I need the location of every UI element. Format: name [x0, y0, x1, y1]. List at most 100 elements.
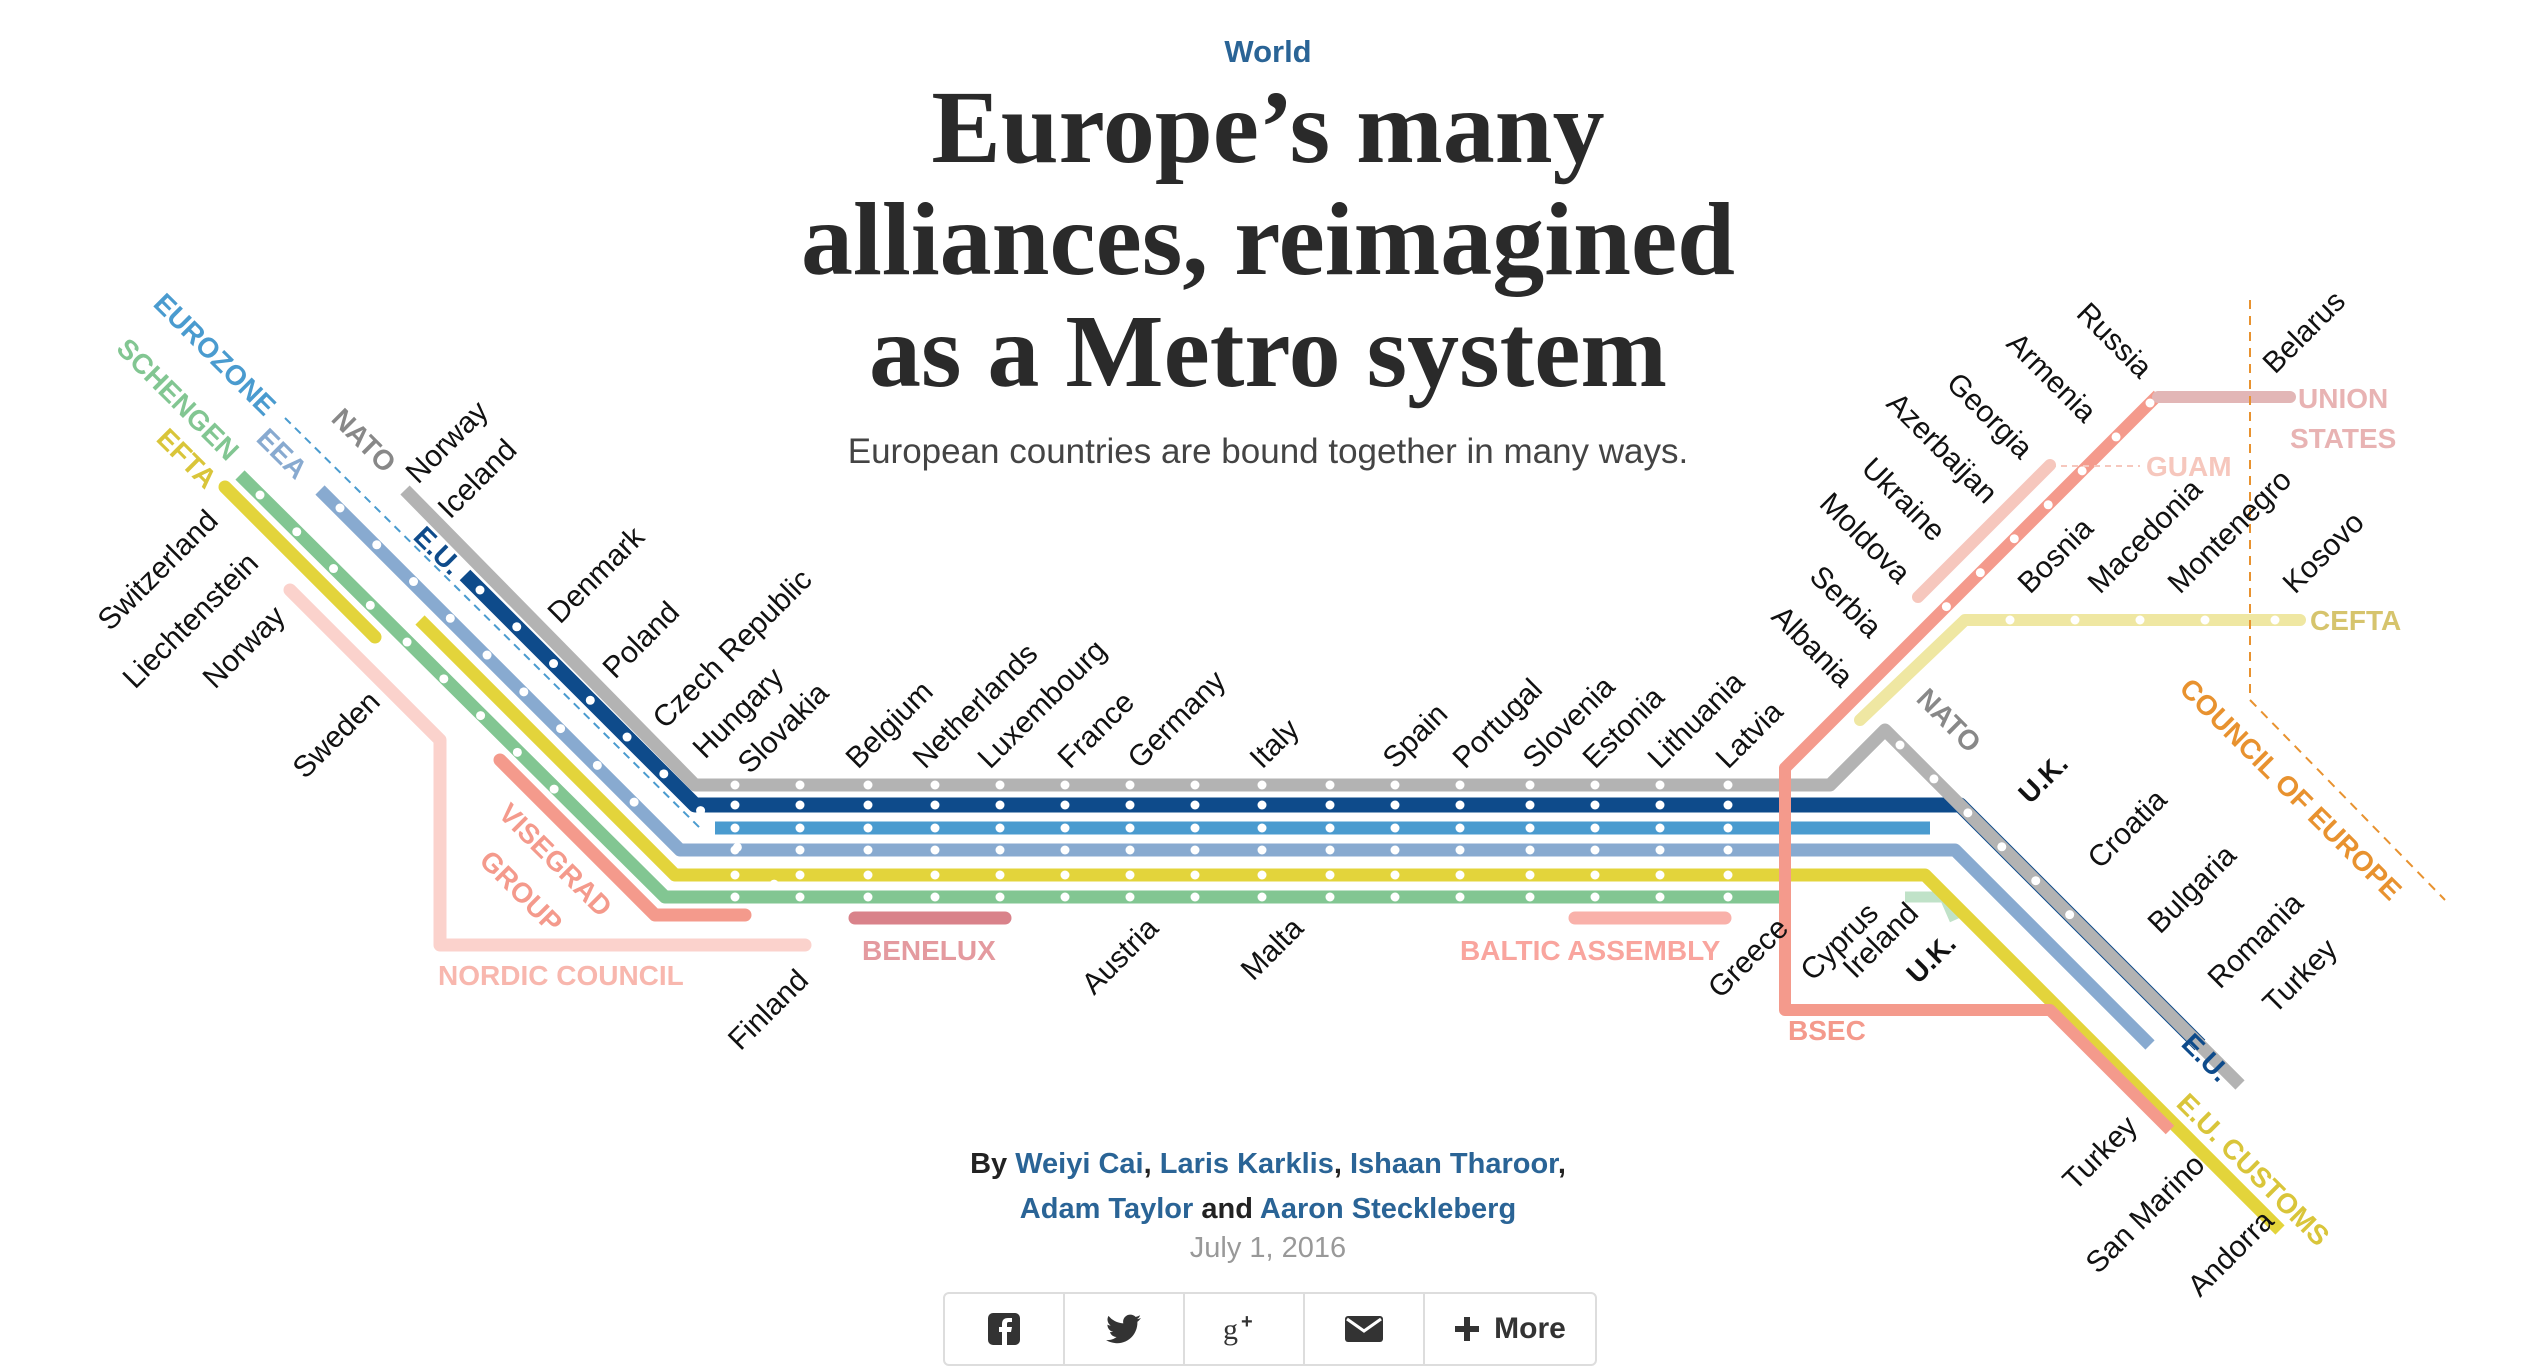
station-stop: [1125, 870, 1135, 880]
station-stop: [1060, 870, 1070, 880]
station-stop: [1455, 892, 1465, 902]
station-stop: [2125, 1045, 2135, 1055]
station-stop: [2057, 977, 2067, 987]
station-stop: [1525, 823, 1535, 833]
station-stop: [1390, 800, 1400, 810]
station-stop: [1590, 892, 1600, 902]
station-stop: [1590, 800, 1600, 810]
station-stop: [795, 870, 805, 880]
station-stop: [1190, 823, 1200, 833]
station-stop: [549, 784, 559, 794]
facebook-icon: [987, 1312, 1021, 1346]
title-line-3: as a Metro system: [868, 294, 1668, 409]
station-stop: [476, 711, 486, 721]
nordic-council-label: NORDIC COUNCIL: [438, 960, 684, 991]
lines-layer: [218, 300, 2446, 1235]
publish-date: July 1, 2016: [1189, 1232, 1347, 1264]
station-stop: [1060, 845, 1070, 855]
station-stop: [730, 870, 740, 880]
author-link[interactable]: Weiyi Cai: [1015, 1148, 1144, 1180]
station-stop: [2135, 615, 2145, 625]
station-stop: [409, 577, 419, 587]
station-stop: [863, 823, 873, 833]
station-label: Finland: [722, 964, 815, 1057]
station-stop: [2031, 876, 2041, 886]
station-stop: [1190, 845, 1200, 855]
station-label: Spain: [1377, 697, 1455, 775]
byline: By Weiyi Cai, Laris Karklis, Ishaan Thar…: [0, 1142, 2536, 1232]
schengen-line: [235, 470, 1790, 904]
station-stop: [2116, 986, 2126, 996]
station-stop: [863, 870, 873, 880]
station-label: Poland: [597, 596, 686, 685]
station-stop: [2145, 398, 2155, 408]
station-label: Germany: [1122, 664, 1233, 775]
station-stop: [1525, 870, 1535, 880]
google-plus-share-button[interactable]: g +: [1185, 1294, 1305, 1364]
author-link[interactable]: Laris Karklis: [1159, 1148, 1334, 1180]
efta-line: [218, 480, 382, 644]
station-stop: [292, 527, 302, 537]
station-stop: [769, 879, 779, 889]
byline-row-1: By Weiyi Cai, Laris Karklis, Ishaan Thar…: [0, 1142, 2536, 1187]
station-stop: [1590, 845, 1600, 855]
station-stop: [1190, 780, 1200, 790]
station-stop: [1390, 870, 1400, 880]
station-label: Malta: [1235, 911, 1310, 986]
station-stop: [930, 870, 940, 880]
byline-and: and: [1201, 1193, 1253, 1225]
author-link[interactable]: Aaron Steckleberg: [1259, 1193, 1517, 1225]
station-stop: [730, 892, 740, 902]
author-link[interactable]: Adam Taylor: [1019, 1193, 1194, 1225]
station-stop: [2043, 500, 2053, 510]
station-stop: [2014, 884, 2024, 894]
station-stop: [592, 760, 602, 770]
station-label: Sweden: [287, 685, 387, 785]
author-link[interactable]: Ishaan Tharoor: [1349, 1148, 1558, 1180]
station-stop: [512, 622, 522, 632]
email-share-button[interactable]: [1305, 1294, 1425, 1364]
station-stop: [1997, 842, 2007, 852]
station-stop: [659, 769, 669, 779]
station-stop: [1060, 823, 1070, 833]
station-stop: [2009, 534, 2019, 544]
station-stop: [1655, 780, 1665, 790]
station-stop: [795, 823, 805, 833]
station-stop: [1390, 845, 1400, 855]
uk-nato-label: U.K.: [2012, 748, 2074, 810]
station-stop: [1060, 892, 1070, 902]
station-stop: [365, 600, 375, 610]
eea-line: [315, 485, 2155, 1050]
station-stop: [995, 800, 1005, 810]
page-title: Europe’s many alliances, reimagined as a…: [0, 72, 2536, 408]
station-stop: [995, 780, 1005, 790]
station-stop: [1590, 870, 1600, 880]
station-stop: [556, 724, 566, 734]
bsec-label: BSEC: [1788, 1015, 1866, 1046]
more-share-button[interactable]: More: [1425, 1294, 1595, 1364]
share-toolbar: g + More: [943, 1292, 1597, 1366]
station-stop: [1125, 845, 1135, 855]
station-stop: [1929, 774, 1939, 784]
station-stop: [1060, 800, 1070, 810]
union-states-label-2: STATES: [2290, 423, 2396, 454]
station-stop: [1325, 870, 1335, 880]
section-label[interactable]: World: [1224, 34, 1312, 69]
station-stop: [1325, 892, 1335, 902]
station-stop: [2070, 615, 2080, 625]
twitter-share-button[interactable]: [1065, 1294, 1185, 1364]
station-stop: [1723, 800, 1733, 810]
station-stop: [2077, 466, 2087, 476]
station-stop: [1980, 850, 1990, 860]
station-stop: [1455, 870, 1465, 880]
station-stop: [1125, 780, 1135, 790]
station-label: Denmark: [542, 520, 652, 630]
station-stop: [1325, 823, 1335, 833]
station-stop: [995, 870, 1005, 880]
facebook-share-button[interactable]: [945, 1294, 1065, 1364]
station-stop: [1989, 909, 1999, 919]
station-stop: [730, 823, 740, 833]
subtitle: European countries are bound together in…: [847, 432, 1689, 471]
station-stop: [1723, 870, 1733, 880]
